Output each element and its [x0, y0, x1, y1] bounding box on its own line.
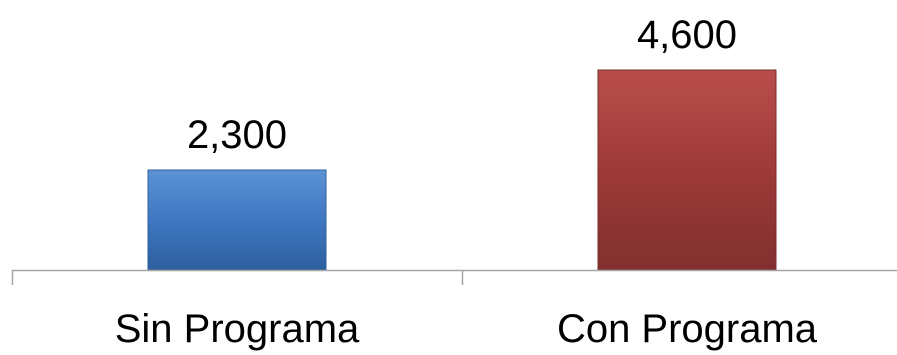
- bar-1: [147, 169, 327, 271]
- bar-2: [597, 69, 777, 271]
- data-label-2: 4,600: [637, 13, 737, 57]
- data-label-1: 2,300: [187, 113, 287, 157]
- bars-layer: [147, 69, 777, 271]
- category-label-1: Sin Programa: [115, 307, 360, 351]
- data-labels-layer: 2,300 4,600: [187, 13, 737, 157]
- category-label-2: Con Programa: [557, 307, 818, 351]
- category-labels-layer: Sin Programa Con Programa: [115, 307, 818, 351]
